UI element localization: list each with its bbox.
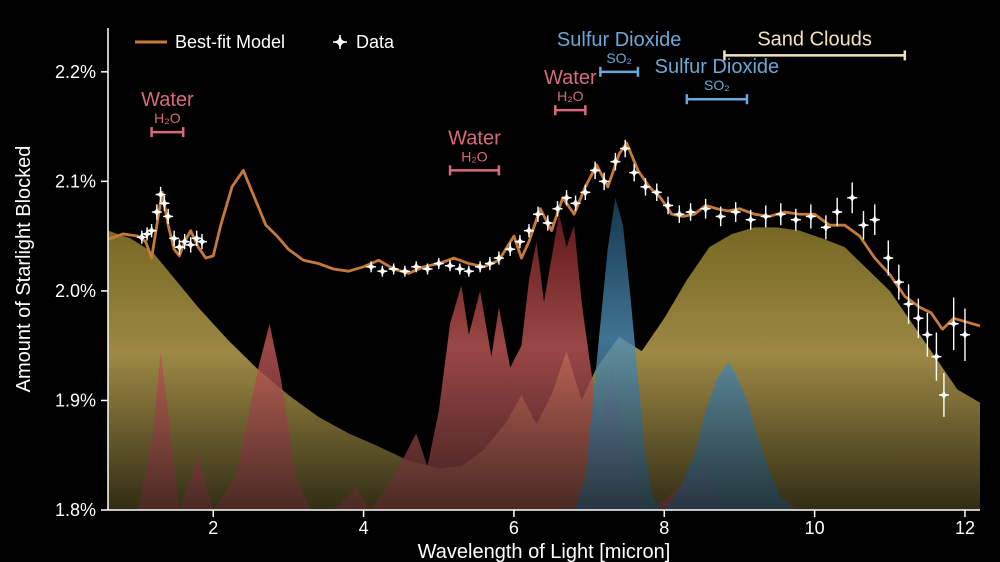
svg-text:H₂O: H₂O xyxy=(154,110,181,126)
svg-text:SO₂: SO₂ xyxy=(606,50,632,66)
xtick: 12 xyxy=(955,518,975,538)
ytick: 2.0% xyxy=(55,281,96,301)
annot-3: Sulfur Dioxide xyxy=(557,29,682,51)
xlabel: Wavelength of Light [micron] xyxy=(418,541,671,562)
legend-data: Data xyxy=(356,32,395,52)
svg-text:H₂O: H₂O xyxy=(557,88,584,104)
xtick: 4 xyxy=(359,518,369,538)
legend-model: Best-fit Model xyxy=(175,32,285,52)
xtick: 2 xyxy=(208,518,218,538)
xtick: 8 xyxy=(659,518,669,538)
ytick: 2.2% xyxy=(55,62,96,82)
xtick: 6 xyxy=(509,518,519,538)
annot-2: Water xyxy=(544,67,597,89)
ytick: 1.9% xyxy=(55,390,96,410)
annot-4: Sulfur Dioxide xyxy=(655,56,780,78)
svg-text:SO₂: SO₂ xyxy=(704,77,730,93)
ytick: 2.1% xyxy=(55,171,96,191)
ylabel: Amount of Starlight Blocked xyxy=(13,146,35,393)
svg-text:H₂O: H₂O xyxy=(461,148,488,164)
ytick: 1.8% xyxy=(55,500,96,520)
annot-0: Water xyxy=(141,89,194,111)
annot-1: Water xyxy=(448,127,501,149)
xtick: 10 xyxy=(805,518,825,538)
spectrum-chart: WaterH₂OWaterH₂OWaterH₂OSulfur DioxideSO… xyxy=(0,0,1000,562)
annot-5: Sand Clouds xyxy=(757,28,872,50)
